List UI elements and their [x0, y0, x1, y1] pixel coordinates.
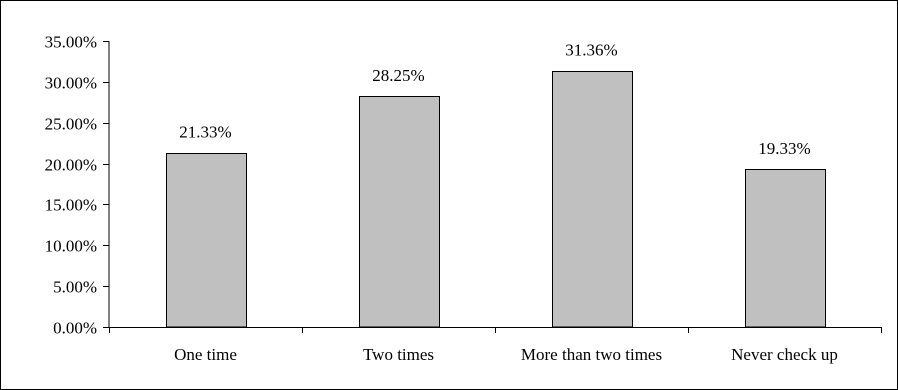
y-tick-label: 35.00% [45, 33, 97, 52]
data-labels: 21.33% 28.25% 31.36% 19.33% [179, 41, 810, 158]
x-category-label: One time [174, 345, 237, 364]
bar [552, 71, 633, 328]
x-category-label: Two times [363, 345, 434, 364]
y-tick-label: 20.00% [45, 156, 97, 175]
y-tick-label: 0.00% [53, 319, 97, 338]
bar [745, 169, 826, 328]
y-tick-label: 10.00% [45, 237, 97, 256]
y-tick-label: 25.00% [45, 115, 97, 134]
bar-value-label: 31.36% [565, 41, 617, 60]
y-tick-label: 5.00% [53, 278, 97, 297]
bar [359, 96, 440, 328]
bar-value-label: 21.33% [179, 123, 231, 142]
bar-value-label: 28.25% [372, 66, 424, 85]
x-category-label: Never check up [731, 345, 838, 364]
y-tick-label: 30.00% [45, 74, 97, 93]
y-tick-label: 15.00% [45, 196, 97, 215]
x-axis: One time Two times More than two times Neve… [109, 327, 882, 364]
bars [166, 71, 826, 328]
bar-value-label: 19.33% [758, 139, 810, 158]
bar [166, 153, 247, 328]
y-axis: 0.00% 5.00% 10.00% 15.00% 20.00% 25.00% 30.00%… [45, 33, 110, 338]
x-category-label: More than two times [521, 345, 662, 364]
